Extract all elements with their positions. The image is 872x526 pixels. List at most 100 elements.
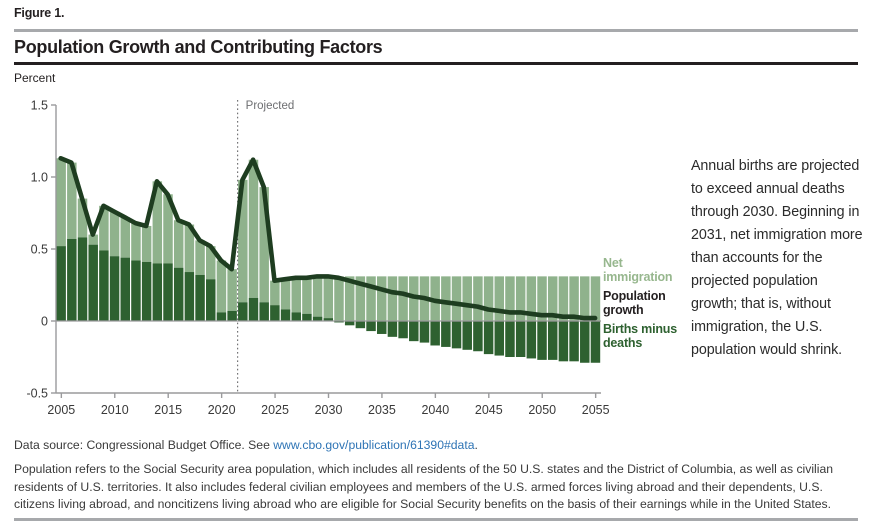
- bar-births-minus-deaths: [344, 321, 355, 326]
- bar-net-immigration: [77, 198, 88, 238]
- bar-net-immigration: [376, 276, 387, 321]
- x-tick-label: 2030: [315, 403, 343, 417]
- bar-net-immigration: [88, 234, 98, 245]
- bar-births-minus-deaths: [77, 237, 88, 321]
- y-axis-unit-label: Percent: [14, 71, 56, 85]
- bar-net-immigration: [291, 277, 301, 313]
- bar-births-minus-deaths: [323, 318, 334, 321]
- bar-net-immigration: [526, 276, 537, 321]
- bar-births-minus-deaths: [387, 321, 398, 337]
- bar-net-immigration: [67, 162, 77, 239]
- bar-births-minus-deaths: [120, 257, 131, 321]
- bar-net-immigration: [547, 276, 558, 321]
- bar-births-minus-deaths: [227, 310, 237, 321]
- y-tick-label: -0.5: [26, 387, 48, 401]
- stacked-bars-group: [56, 158, 601, 363]
- bar-net-immigration: [323, 276, 334, 319]
- bar-net-immigration: [312, 276, 323, 317]
- top-divider-rule: [14, 29, 858, 32]
- population-chart: 1.5 1.0 0.5 0 -0.5 2005 2010 2015 2020 2025 2030 20…: [10, 95, 610, 425]
- y-tick-label: 1.0: [31, 171, 48, 185]
- bar-births-minus-deaths: [590, 321, 601, 363]
- bar-net-immigration: [483, 276, 494, 321]
- bar-births-minus-deaths: [280, 309, 291, 321]
- bar-births-minus-deaths: [409, 321, 419, 342]
- y-axis-ticks: 1.5 1.0 0.5 0 -0.5: [26, 99, 56, 401]
- bar-net-immigration: [344, 276, 355, 321]
- bar-births-minus-deaths: [473, 321, 483, 352]
- bar-births-minus-deaths: [302, 313, 312, 321]
- bar-births-minus-deaths: [547, 321, 558, 360]
- page-title: Population Growth and Contributing Facto…: [14, 37, 383, 57]
- data-source-link[interactable]: www.cbo.gov/publication/61390#data: [273, 438, 475, 452]
- bar-net-immigration: [248, 159, 259, 298]
- bar-net-immigration: [152, 181, 163, 264]
- x-tick-label: 2045: [475, 403, 503, 417]
- bar-net-immigration: [558, 276, 569, 321]
- bar-births-minus-deaths: [195, 274, 205, 321]
- bar-net-immigration: [206, 246, 216, 280]
- bar-births-minus-deaths: [270, 305, 280, 321]
- bar-births-minus-deaths: [248, 297, 259, 321]
- bar-net-immigration: [280, 279, 291, 310]
- data-source-suffix: .: [474, 438, 478, 452]
- bar-births-minus-deaths: [163, 263, 173, 321]
- bar-net-immigration: [99, 205, 109, 251]
- bar-births-minus-deaths: [67, 238, 77, 321]
- legend-net-immigration: Net immigration: [603, 256, 673, 284]
- bar-net-immigration: [195, 240, 205, 275]
- bar-net-immigration: [141, 225, 152, 262]
- bar-net-immigration: [494, 276, 505, 321]
- bar-net-immigration: [259, 187, 269, 303]
- bar-births-minus-deaths: [430, 321, 440, 346]
- population-growth-line: [58, 155, 598, 321]
- bar-births-minus-deaths: [537, 321, 547, 360]
- bar-births-minus-deaths: [216, 312, 227, 321]
- x-tick-label: 2055: [582, 403, 610, 417]
- bar-net-immigration: [451, 276, 462, 321]
- bar-net-immigration: [355, 276, 366, 321]
- x-tick-label: 2035: [368, 403, 396, 417]
- bar-net-immigration: [398, 276, 408, 321]
- bar-births-minus-deaths: [355, 321, 366, 329]
- bar-net-immigration: [462, 276, 472, 321]
- bar-net-immigration: [537, 276, 547, 321]
- bar-net-immigration: [173, 220, 184, 268]
- bar-net-immigration: [366, 276, 376, 321]
- legend-births-minus-deaths: Births minus deaths: [603, 322, 677, 350]
- bar-net-immigration: [120, 217, 131, 258]
- x-axis-ticks: 2005 2010 2015 2020 2025 2030 2035 2040 2045 2050…: [47, 393, 610, 417]
- bar-births-minus-deaths: [88, 244, 98, 321]
- bar-births-minus-deaths: [291, 312, 301, 321]
- bar-births-minus-deaths: [334, 321, 344, 323]
- bar-births-minus-deaths: [494, 321, 505, 356]
- bar-births-minus-deaths: [398, 321, 408, 339]
- bottom-divider-rule: [14, 518, 858, 521]
- bar-births-minus-deaths: [419, 321, 430, 343]
- bar-net-immigration: [184, 224, 195, 273]
- bar-net-immigration: [473, 276, 483, 321]
- footnote-text: Population refers to the Social Security…: [14, 462, 834, 511]
- y-tick-label: 0: [41, 315, 48, 329]
- bar-births-minus-deaths: [238, 302, 248, 321]
- bar-births-minus-deaths: [184, 272, 195, 321]
- bar-net-immigration: [387, 276, 398, 321]
- bar-net-immigration: [505, 276, 515, 321]
- bar-net-immigration: [227, 269, 237, 311]
- bar-births-minus-deaths: [152, 263, 163, 321]
- bar-births-minus-deaths: [366, 321, 376, 332]
- bar-net-immigration: [109, 211, 120, 257]
- title-underline-rule: [14, 62, 858, 65]
- x-tick-label: 2040: [421, 403, 449, 417]
- bar-net-immigration: [163, 194, 173, 264]
- x-tick-label: 2005: [47, 403, 75, 417]
- bar-births-minus-deaths: [376, 321, 387, 334]
- x-tick-label: 2010: [101, 403, 129, 417]
- legend-population-growth: Population growth: [603, 289, 666, 317]
- bar-net-immigration: [302, 277, 312, 314]
- bar-net-immigration: [270, 280, 280, 306]
- bar-net-immigration: [515, 276, 526, 321]
- bar-births-minus-deaths: [259, 302, 269, 321]
